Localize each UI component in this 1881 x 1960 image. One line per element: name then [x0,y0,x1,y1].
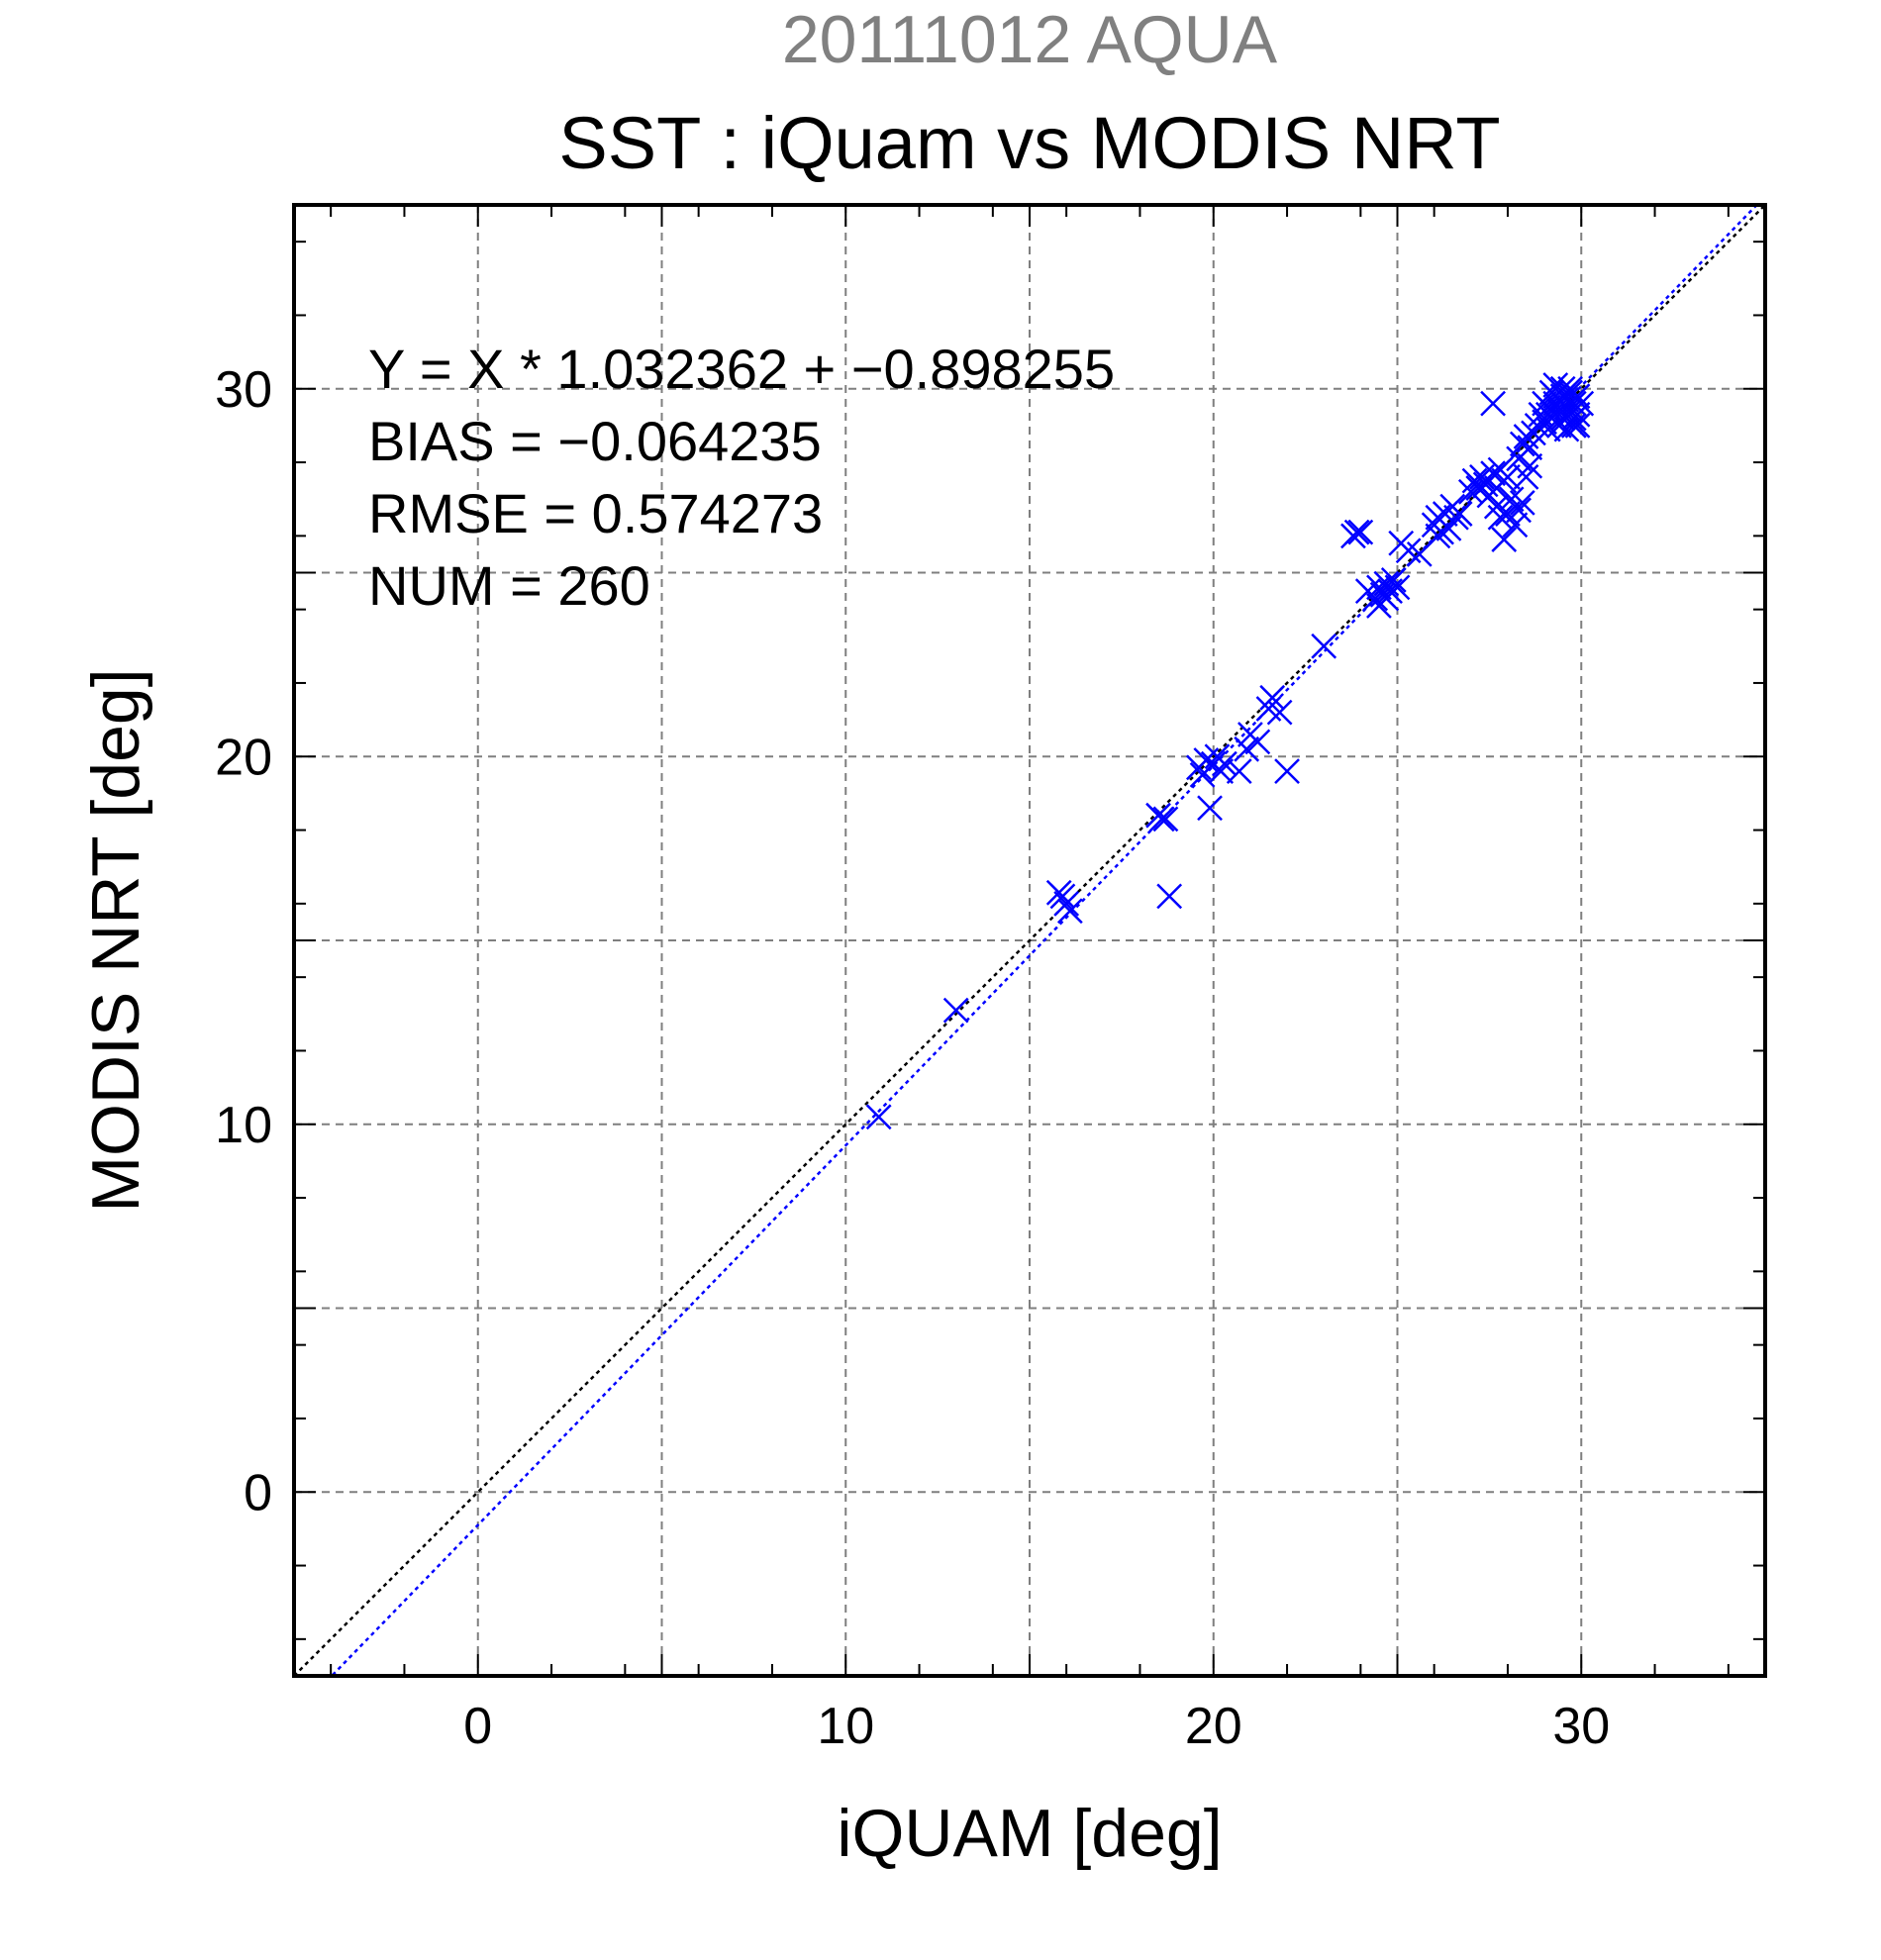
stat-line: BIAS = −0.064235 [368,410,822,472]
data-point [1212,750,1238,777]
data-point [1502,512,1529,539]
data-point [1425,523,1451,549]
data-point [1487,504,1514,531]
x-tick-label: 30 [1552,1698,1610,1755]
data-point [1557,375,1583,402]
data-point [1053,890,1080,917]
line-fit [330,205,1759,1676]
data-point [1480,390,1506,417]
y-tick-label: 10 [215,1097,272,1154]
stat-line: NUM = 260 [368,554,650,617]
data-point [1509,490,1535,516]
data-point [1380,567,1407,593]
data-point [1373,585,1400,612]
line-1:1 [294,205,1765,1676]
y-axis-label: MODIS NRT [deg] [78,668,153,1212]
chart-supertitle: 20111012 AQUA [782,2,1278,77]
data-point [1446,501,1473,527]
x-tick-label: 10 [817,1698,874,1755]
x-tick-label: 20 [1185,1698,1242,1755]
data-point [1340,523,1366,549]
data-point [1436,516,1462,541]
data-point [942,997,969,1024]
x-axis-label: iQUAM [deg] [837,1796,1222,1871]
data-point [1495,464,1521,490]
data-point [1542,372,1569,398]
x-tick-labels: 0 10 20 30 [463,1698,1610,1755]
data-point [1244,729,1271,755]
stat-line: RMSE = 0.574273 [368,482,823,544]
data-points [865,372,1595,1130]
data-point [1274,758,1300,784]
plot-frame [292,203,1767,1678]
data-point [1049,883,1076,910]
data-point [1056,898,1083,925]
data-point [1234,735,1260,762]
data-point [1226,758,1252,784]
stats-annotation: Y = X * 1.032362 + −0.898255 BIAS = −0.06… [368,338,1115,617]
data-point [1311,633,1337,659]
reference-lines [294,205,1765,1676]
data-point [1189,761,1216,788]
data-point [1197,795,1223,822]
stat-line: Y = X * 1.032362 + −0.898255 [368,338,1115,400]
y-tick-label: 30 [215,361,272,419]
data-point [1560,413,1587,439]
data-point [1506,497,1532,524]
y-tick-labels: 0 10 20 30 [215,361,272,1522]
data-point [1480,460,1506,487]
data-point [1259,684,1286,711]
data-point [1534,401,1561,428]
data-point [1513,464,1539,490]
x-tick-label: 0 [463,1698,492,1755]
y-tick-label: 0 [244,1464,272,1521]
data-point [1564,413,1591,439]
data-point [1208,758,1235,784]
data-point [1491,527,1518,552]
data-point [1156,883,1183,910]
y-tick-label: 20 [215,729,272,786]
data-point [1568,390,1595,417]
chart-title: SST : iQuam vs MODIS NRT [558,102,1500,184]
data-point [1148,806,1175,833]
data-point [1266,699,1293,726]
data-point [1152,806,1179,833]
data-point [865,1104,892,1130]
data-point [1347,519,1374,545]
